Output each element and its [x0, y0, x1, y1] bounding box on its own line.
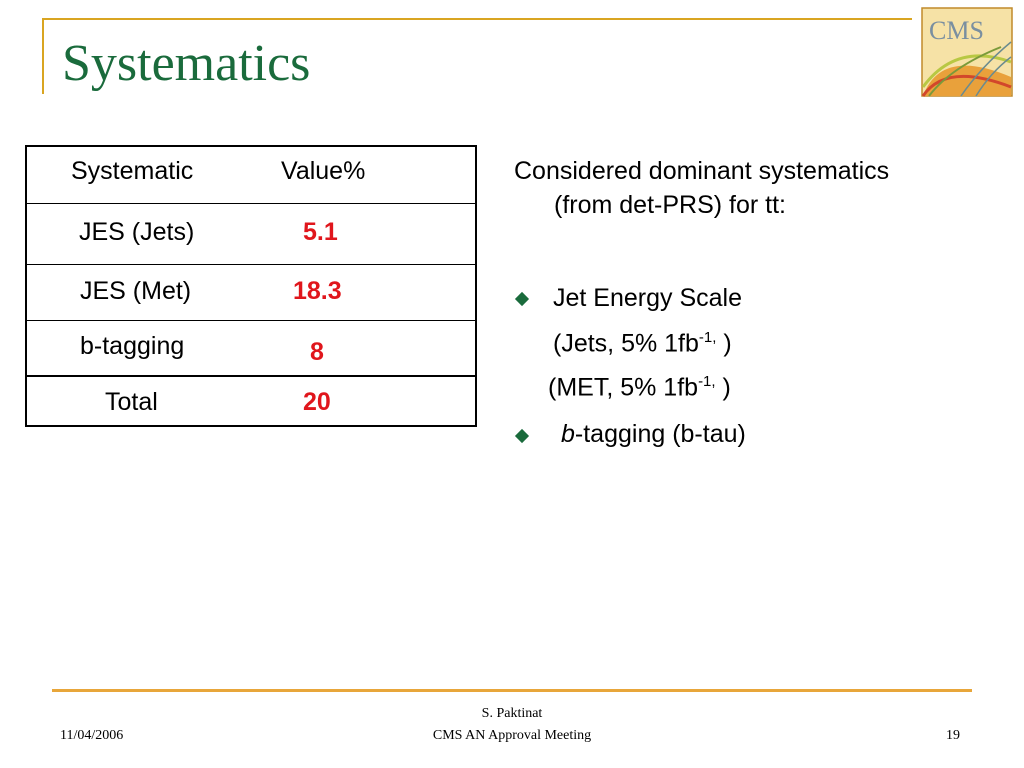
title-rule-vertical: [42, 18, 44, 94]
jets-text: (Jets, 5% 1fb: [553, 329, 699, 358]
footer-author: S. Paktinat: [481, 706, 543, 721]
row-divider: [27, 320, 475, 321]
footer-date: 11/04/2006: [60, 728, 124, 743]
jets-line: (Jets, 5% 1fb-1, ): [553, 329, 732, 358]
total-value: 20: [303, 388, 331, 416]
cms-logo-icon: CMS: [921, 7, 1013, 97]
footer-meeting: CMS AN Approval Meeting: [432, 728, 592, 743]
svg-text:CMS: CMS: [929, 16, 984, 45]
b-italic: b: [561, 420, 575, 448]
intro-line: Considered dominant systematics: [514, 157, 890, 185]
footer-page-number: 19: [946, 728, 960, 743]
systematics-table: Systematic Value% JES (Jets) 5.1 JES (Me…: [25, 145, 477, 427]
jets-sup: -1,: [698, 329, 717, 346]
met-line: (MET, 5% 1fb-1, ): [548, 373, 731, 402]
intro-line: (from det-PRS) for tt:: [554, 191, 786, 219]
row-divider: [27, 203, 475, 204]
diamond-bullet-icon: [514, 291, 530, 307]
row-value: 8: [310, 338, 324, 366]
met-close: ): [715, 373, 731, 402]
notes-panel: Considered dominant systematics (from de…: [514, 154, 1004, 222]
row-value: 5.1: [303, 218, 338, 246]
title-rule-horizontal: [42, 18, 912, 20]
bullet-b-tagging: b-tagging (b-tau): [561, 420, 746, 449]
jets-close: ): [716, 329, 732, 358]
row-divider: [27, 264, 475, 265]
row-label: b-tagging: [80, 332, 185, 360]
diamond-bullet-icon: [514, 428, 530, 444]
row-value: 18.3: [293, 277, 342, 305]
header-systematic: Systematic: [71, 157, 194, 185]
total-divider: [27, 375, 475, 377]
b-tagging-text: -tagging (b-tau): [574, 420, 746, 448]
met-sup: -1,: [698, 373, 716, 390]
header-value: Value%: [281, 157, 366, 185]
row-label: JES (Jets): [79, 218, 195, 246]
footer-rule: [52, 689, 972, 692]
met-text: (MET, 5% 1fb: [548, 373, 699, 402]
total-label: Total: [105, 388, 158, 416]
bullet-jet-energy-scale: Jet Energy Scale: [553, 284, 742, 312]
slide-title: Systematics: [62, 35, 311, 92]
row-label: JES (Met): [80, 277, 192, 305]
